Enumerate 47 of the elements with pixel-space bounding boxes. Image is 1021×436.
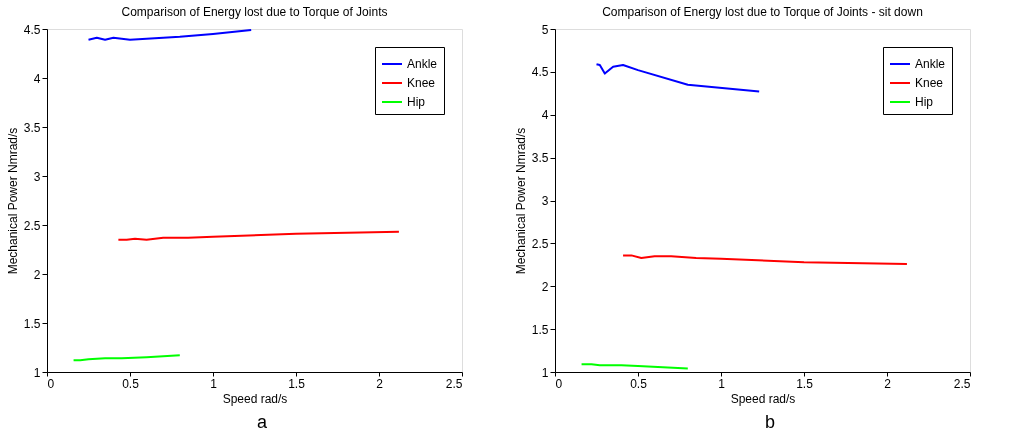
y-tick-label: 1 <box>541 365 549 380</box>
text: a <box>256 412 268 432</box>
x-tick-label: 1.5 <box>288 376 306 391</box>
y-tick-label: 2.5 <box>531 236 549 251</box>
x-tick-label: 1 <box>718 376 726 391</box>
x-axis-title: Speed rad/s <box>222 391 288 406</box>
y-tick-label: 3 <box>33 169 41 184</box>
legend-label: Ankle <box>407 57 438 71</box>
y-tick-label: 1.5 <box>23 316 41 331</box>
chart-title: Comparison of Energy lost due to Torque of Joints <box>121 5 388 19</box>
x-tick-label: 0 <box>47 376 55 391</box>
x-tick-label: 1.5 <box>796 376 814 391</box>
legend-label: Hip <box>407 95 426 109</box>
x-tick-label: 0.5 <box>630 376 648 391</box>
y-tick-label: 4.5 <box>531 65 549 80</box>
x-axis-title: Speed rad/s <box>730 391 796 406</box>
legend-label: Knee <box>407 76 436 90</box>
x-tick-label: 2.5 <box>445 376 463 391</box>
y-tick-label: 2.5 <box>23 218 41 233</box>
y-tick-label: 3.5 <box>23 120 41 135</box>
x-tick-label: 2 <box>884 376 892 391</box>
x-tick-label: 0 <box>555 376 563 391</box>
text: b <box>764 412 776 432</box>
line-series <box>595 63 761 93</box>
y-tick-label: 3.5 <box>531 151 549 166</box>
y-tick-label: 4 <box>541 108 549 123</box>
chart-title: Comparison of Energy lost due to Torque of Joints - sit down <box>602 5 923 19</box>
y-tick-label: 4 <box>33 71 41 86</box>
line-series <box>622 254 908 265</box>
y-tick-label: 5 <box>541 22 549 37</box>
legend-label: Ankle <box>915 57 946 71</box>
y-axis-title: Mechanical Power Nmrad/s <box>5 127 20 275</box>
y-tick-label: 2 <box>33 267 41 282</box>
legend-label: Hip <box>915 95 934 109</box>
y-axis-title: Mechanical Power Nmrad/s <box>513 127 528 275</box>
y-tick-label: 1.5 <box>531 322 549 337</box>
x-tick-label: 2.5 <box>953 376 971 391</box>
y-tick-label: 2 <box>541 279 549 294</box>
x-tick-label: 1 <box>210 376 218 391</box>
y-tick-label: 4.5 <box>23 22 41 37</box>
line-series <box>117 230 400 241</box>
x-tick-label: 2 <box>376 376 384 391</box>
x-tick-label: 0.5 <box>122 376 140 391</box>
line-series <box>87 29 253 41</box>
y-tick-label: 3 <box>541 194 549 208</box>
y-tick-label: 1 <box>33 365 41 380</box>
legend-label: Knee <box>915 76 944 90</box>
